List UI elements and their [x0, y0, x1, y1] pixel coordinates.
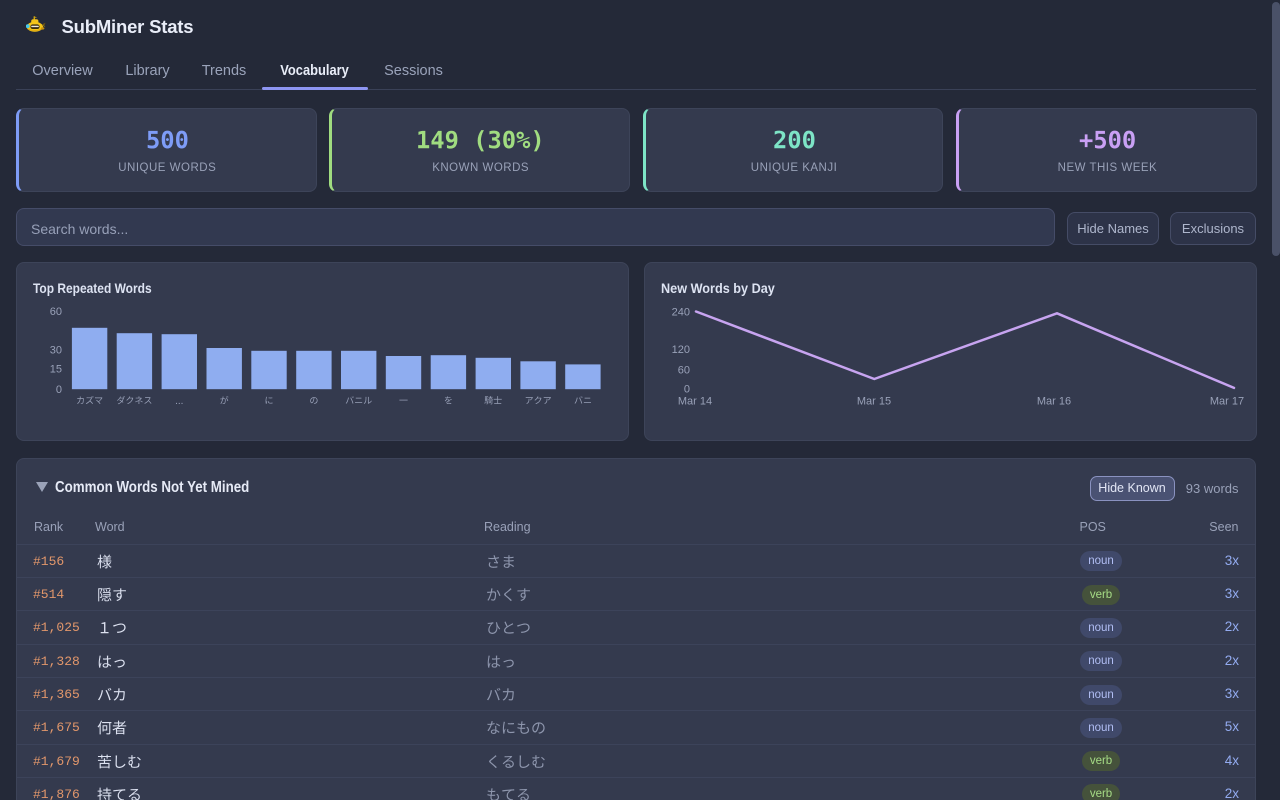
svg-text:60: 60 [50, 306, 62, 318]
svg-text:Mar 16: Mar 16 [1037, 395, 1071, 407]
svg-text:30: 30 [50, 344, 62, 356]
svg-text:0: 0 [684, 383, 690, 395]
svg-text:240: 240 [672, 306, 690, 318]
svg-text:0: 0 [56, 384, 62, 396]
svg-text:Mar 15: Mar 15 [857, 395, 891, 407]
svg-text:60: 60 [678, 365, 690, 377]
svg-text:15: 15 [50, 364, 62, 376]
svg-text:...: ... [175, 396, 183, 407]
svg-text:120: 120 [672, 344, 690, 356]
svg-text:Mar 14: Mar 14 [678, 395, 712, 407]
svg-text:Mar 17: Mar 17 [1210, 395, 1244, 407]
